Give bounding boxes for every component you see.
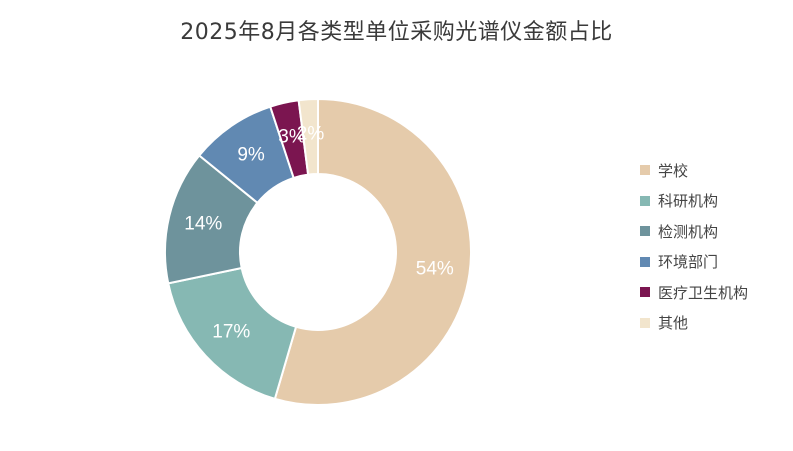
legend-item-6: 其他 [640, 308, 748, 339]
legend-item-4: 环境部门 [640, 247, 748, 278]
legend-label: 检测机构 [658, 222, 719, 241]
slice-label-6: 2% [297, 124, 325, 145]
legend-swatch [640, 317, 650, 328]
legend-label: 学校 [658, 161, 689, 180]
slice-labels: 54% 17% 14% 9% 3%2% [184, 124, 454, 343]
slice-label-4: 9% [237, 144, 265, 165]
slice-label-5: 3% [278, 126, 306, 147]
donut-slices [164, 97, 472, 406]
chart-title: 2025年8月各类型单位采购光谱仪金额占比 [180, 20, 613, 45]
legend-item-3: 检测机构 [640, 216, 748, 247]
slice-label-2: 17% [212, 322, 250, 343]
legend-label: 其他 [658, 314, 689, 333]
slice-1 [273, 97, 472, 406]
legend-label: 环境部门 [658, 253, 719, 272]
legend-label: 科研机构 [658, 192, 719, 211]
chart-legend: 学校科研机构检测机构环境部门医疗卫生机构 其他 [640, 155, 748, 338]
legend-label: 医疗卫生机构 [658, 283, 749, 302]
legend-swatch [640, 287, 650, 298]
legend-swatch [640, 256, 650, 267]
legend-item-1: 学校 [640, 155, 748, 186]
slice-label-3: 14% [184, 214, 222, 235]
slice-6 [297, 97, 319, 176]
slice-label-1: 54% [416, 258, 454, 279]
legend-item-2: 科研机构 [640, 186, 748, 217]
legend-swatch [640, 226, 650, 237]
legend-swatch [640, 165, 650, 176]
slice-2 [167, 266, 298, 401]
legend-item-5: 医疗卫生机构 [640, 277, 748, 308]
legend-swatch [640, 195, 650, 206]
